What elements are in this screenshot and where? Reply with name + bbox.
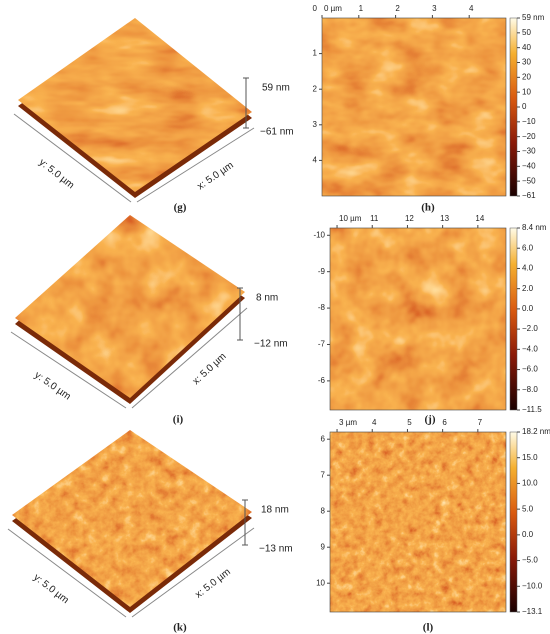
colorbar-label: −10 [522,117,536,126]
top-tick-label: 3 [432,4,437,13]
panel-label: (g) [174,202,187,214]
colorbar-label: 20 [522,72,531,81]
left-tick-label: 3 [313,120,318,129]
left-tick-label: 0 [313,4,318,13]
top-tick-label: 1 [359,4,364,13]
left-tick-label: -9 [318,267,326,276]
afm-image [330,228,506,410]
top-tick-label: 7 [478,418,483,427]
colorbar-label: 0.0 [522,530,534,539]
z-max-label: 59 nm [262,83,290,94]
colorbar [509,17,518,197]
z-max-label: 18 nm [261,505,289,516]
colorbar-label: 0.0 [522,304,534,313]
axis-line [10,331,127,409]
x-axis-label: x: 5.0 µm [191,351,229,387]
left-tick-label: 2 [313,84,318,93]
colorbar-label: −50 [522,176,536,185]
image-frame [329,431,507,613]
colorbar-label: 0 [522,102,527,111]
colorbar-label: 59 nm [522,13,545,22]
colorbar-label: 30 [522,58,531,67]
left-tick-label: 7 [321,470,326,479]
colorbar-label: 6.0 [522,243,534,252]
left-tick-label: -8 [318,303,326,312]
z-min-label: −13 nm [259,544,293,555]
top-tick-label: 13 [440,214,449,223]
top-tick-label: 4 [469,4,474,13]
left-tick-label: 10 [316,578,325,587]
colorbar-label: −11.5 [522,405,542,414]
colorbar-label: −40 [522,161,536,170]
afm-surface [12,430,252,607]
afm-image [330,432,506,612]
panel-label: (l) [423,622,434,634]
left-tick-label: -6 [318,376,326,385]
top-tick-label: 6 [442,418,447,427]
left-tick-label: 4 [313,156,318,165]
image-frame [321,17,507,197]
colorbar-label: 4.0 [522,264,534,273]
left-tick-label: 9 [321,542,326,551]
top-tick-label: 5 [407,418,412,427]
image-frame [329,227,507,411]
top-tick-label: 3 µm [339,418,357,427]
colorbar-label: −6.0 [522,365,538,374]
colorbar-label: 50 [522,28,531,37]
z-min-label: −12 nm [254,339,288,350]
axis-line [7,528,127,618]
top-tick-label: 14 [475,214,484,223]
colorbar [509,227,518,411]
colorbar-label: −61 [522,191,536,200]
colorbar-label: −30 [522,147,536,156]
axis-line [13,113,132,203]
colorbar-label: −13.1 [522,607,543,616]
y-axis-label: y: 5.0 µm [37,157,76,191]
left-tick-label: -10 [313,230,325,239]
colorbar-label: 15.0 [522,453,538,462]
y-axis-label: y: 5.0 µm [32,370,72,403]
left-tick-label: 1 [313,49,318,58]
axis-line [131,527,255,618]
colorbar-label: −2.0 [522,324,538,333]
top-tick-label: 0 µm [324,4,342,13]
colorbar-label: −10.0 [522,581,543,590]
colorbar-label: 10 [522,87,531,96]
afm-surface [18,18,252,192]
colorbar-label: 18.2 nm [522,427,550,436]
left-tick-label: -7 [318,340,326,349]
x-axis-label: x: 5.0 µm [195,160,235,192]
colorbar-label: −4.0 [522,344,538,353]
colorbar-label: 8.4 nm [522,223,547,232]
top-tick-label: 12 [405,214,414,223]
left-tick-label: 6 [321,434,326,443]
panel-label: (i) [173,414,184,426]
afm-surface [15,215,245,398]
colorbar-label: 5.0 [522,504,534,513]
panel-label: (k) [173,622,187,634]
colorbar-label: 10.0 [522,479,538,488]
afm-image [322,18,506,196]
top-tick-label: 4 [372,418,377,427]
z-min-label: −61 nm [260,127,294,138]
colorbar-label: −8.0 [522,385,538,394]
left-tick-label: 8 [321,506,326,515]
colorbar-label: −5.0 [522,556,538,565]
top-tick-label: 10 µm [339,214,362,223]
z-max-label: 8 nm [256,293,278,304]
colorbar-label: −20 [522,132,536,141]
colorbar-label: 40 [522,43,531,52]
top-tick-label: 2 [395,4,400,13]
colorbar [509,431,518,613]
axis-line [136,127,255,203]
panel-label: (j) [425,414,436,426]
axis-line [131,307,248,409]
top-tick-label: 11 [370,214,379,223]
y-axis-label: y: 5.0 µm [31,572,70,606]
x-axis-label: x: 5.0 µm [193,567,232,601]
colorbar-label: 2.0 [522,284,534,293]
panel-label: (h) [421,202,435,214]
